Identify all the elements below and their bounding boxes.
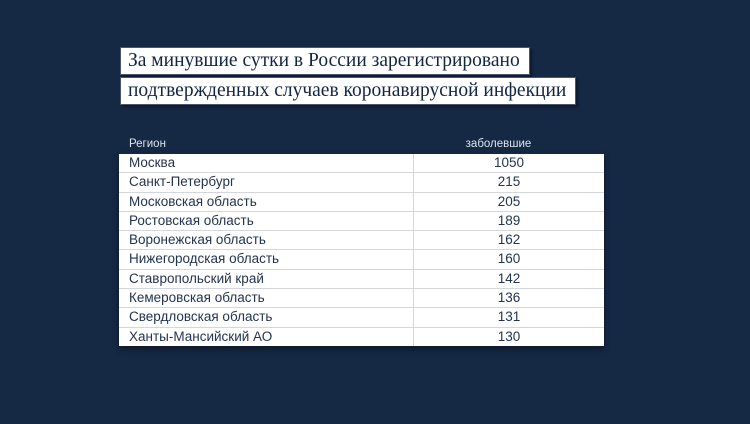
region-cell: Кемеровская область (119, 288, 414, 308)
column-header-region: Регион (129, 138, 166, 150)
cases-cell: 215 (413, 172, 604, 193)
region-cell: Ханты-Мансийский АО (119, 326, 414, 346)
table-header: Регион заболевшие (119, 137, 594, 154)
table-row: Санкт-Петербург 215 (119, 172, 604, 193)
table-row: Ставропольский край 142 (119, 268, 604, 289)
table-row: Кемеровская область 136 (119, 288, 604, 308)
column-header-cases: заболевшие (465, 138, 532, 150)
cases-table: Москва 1050 Санкт-Петербург 215 Московск… (119, 154, 604, 346)
cases-cell: 162 (413, 230, 604, 250)
headline-line-1: За минувшие сутки в России зарегистриров… (120, 47, 530, 75)
cases-cell: 131 (413, 307, 604, 328)
cases-cell: 142 (413, 268, 604, 289)
headline-block: За минувшие сутки в России зарегистриров… (120, 47, 577, 107)
region-cell: Нижегородская область (119, 249, 414, 270)
table-row: Московская область 205 (119, 191, 604, 212)
cases-cell: 189 (413, 210, 604, 231)
region-cell: Ставропольский край (119, 268, 414, 289)
table-row: Воронежская область 162 (119, 230, 604, 250)
region-cell: Воронежская область (119, 230, 414, 250)
region-cell: Москва (129, 155, 176, 170)
cases-table-area: Регион заболевшие Москва 1050 Санкт-Пете… (119, 137, 604, 346)
table-row: Свердловская область 131 (119, 307, 604, 328)
region-cell: Свердловская область (119, 307, 414, 328)
region-cell: Санкт-Петербург (119, 172, 414, 193)
table-row: Москва 1050 (119, 154, 604, 173)
table-row: Нижегородская область 160 (119, 249, 604, 270)
table-row: Ханты-Мансийский АО 130 (119, 326, 604, 346)
cases-cell: 136 (413, 288, 604, 308)
cases-cell: 205 (413, 191, 604, 212)
cases-table-body: Москва 1050 Санкт-Петербург 215 Московск… (119, 154, 604, 346)
table-row: Ростовская область 189 (119, 210, 604, 231)
region-cell: Московская область (119, 191, 414, 212)
region-cell: Ростовская область (119, 210, 414, 231)
cases-cell: 130 (413, 326, 604, 346)
cases-cell: 160 (413, 249, 604, 270)
cases-cell: 1050 (413, 154, 604, 173)
headline-line-2: подтвержденных случаев коронавирусной ин… (120, 77, 577, 105)
